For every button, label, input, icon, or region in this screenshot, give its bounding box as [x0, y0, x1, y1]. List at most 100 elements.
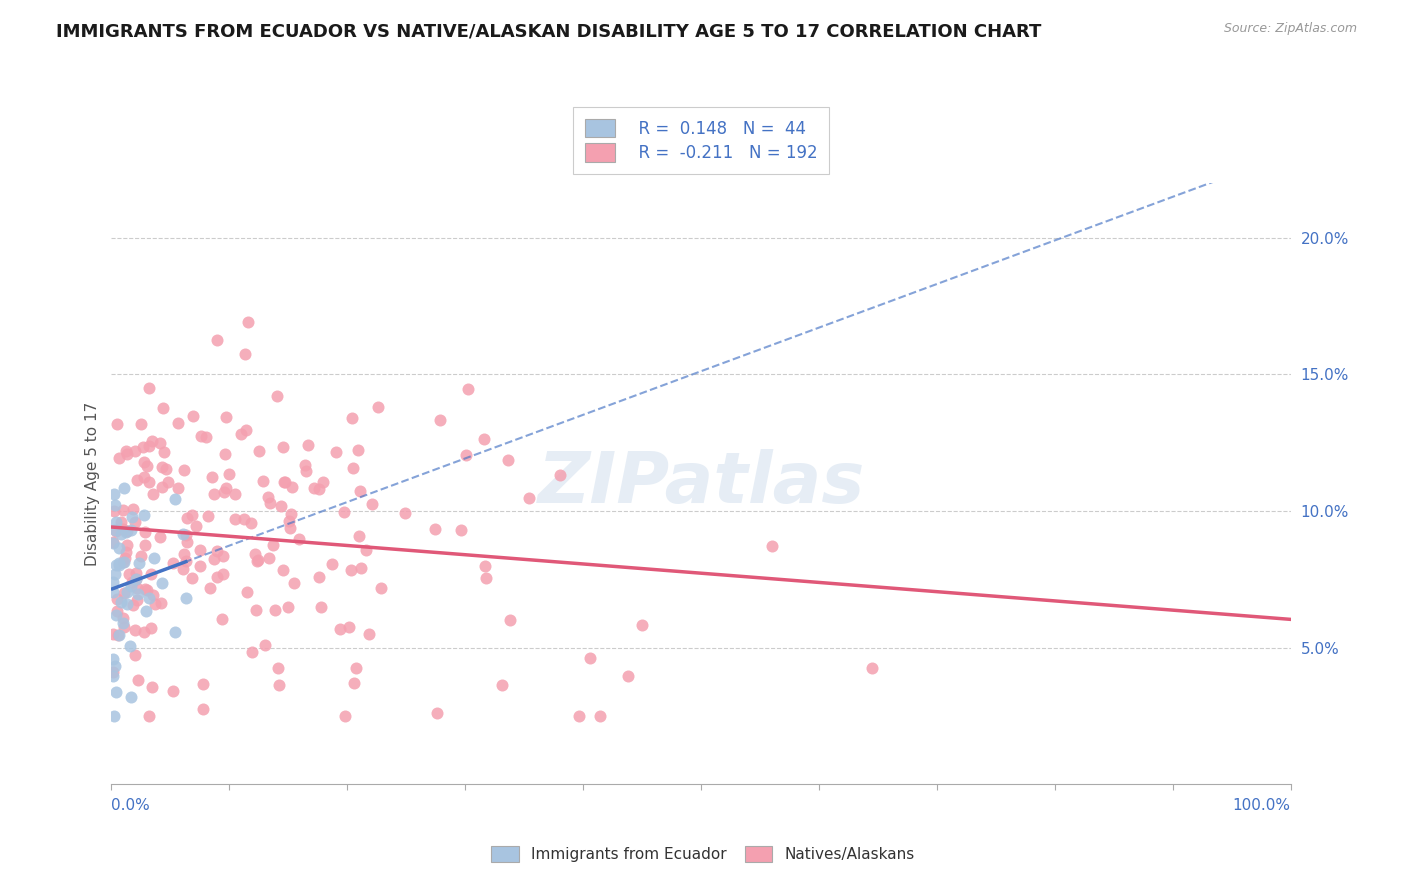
Point — [631, 617, 654, 632]
Point — [271, 440, 294, 454]
Point — [188, 558, 211, 573]
Point — [132, 624, 155, 639]
Point — [122, 599, 145, 613]
Point — [616, 669, 638, 683]
Point — [121, 509, 143, 524]
Point — [107, 604, 129, 618]
Point — [349, 529, 371, 543]
Point — [184, 518, 207, 533]
Point — [367, 400, 389, 414]
Point — [450, 523, 472, 537]
Point — [190, 429, 212, 443]
Point — [253, 638, 276, 652]
Point — [127, 587, 149, 601]
Point — [136, 459, 159, 474]
Point — [181, 409, 204, 423]
Point — [124, 648, 146, 662]
Point — [198, 581, 221, 595]
Point — [394, 506, 416, 520]
Point — [233, 347, 256, 361]
Point — [474, 571, 496, 585]
Point — [231, 426, 253, 441]
Point — [342, 461, 364, 475]
Point — [191, 702, 214, 716]
Point — [165, 625, 187, 640]
Point — [302, 481, 325, 495]
Point — [120, 690, 142, 704]
Point — [167, 481, 190, 495]
Point — [224, 487, 246, 501]
Point — [157, 475, 180, 489]
Point — [491, 678, 513, 692]
Point — [308, 482, 330, 496]
Point — [141, 680, 163, 694]
Point — [270, 499, 292, 513]
Point — [138, 475, 160, 490]
Point — [110, 515, 132, 529]
Point — [264, 602, 287, 616]
Point — [167, 416, 190, 430]
Point — [103, 709, 125, 723]
Point — [347, 443, 370, 458]
Point — [124, 444, 146, 458]
Point — [176, 511, 198, 525]
Point — [112, 555, 135, 569]
Point — [472, 432, 495, 446]
Point — [142, 487, 165, 501]
Point — [111, 555, 134, 569]
Point — [101, 536, 124, 550]
Point — [205, 333, 228, 347]
Y-axis label: Disability Age 5 to 17: Disability Age 5 to 17 — [86, 401, 100, 566]
Point — [211, 549, 233, 563]
Point — [188, 542, 211, 557]
Point — [139, 621, 162, 635]
Point — [215, 481, 238, 495]
Point — [105, 417, 128, 431]
Point — [247, 444, 270, 458]
Point — [115, 538, 138, 552]
Point — [127, 473, 149, 487]
Point — [122, 502, 145, 516]
Point — [112, 619, 135, 633]
Point — [110, 527, 132, 541]
Point — [138, 709, 160, 723]
Point — [104, 659, 127, 673]
Point — [150, 480, 173, 494]
Point — [104, 498, 127, 512]
Point — [108, 558, 131, 572]
Point — [125, 572, 148, 586]
Point — [761, 539, 783, 553]
Point — [579, 650, 602, 665]
Point — [202, 487, 225, 501]
Point — [121, 574, 143, 589]
Point — [457, 382, 479, 396]
Point — [860, 661, 883, 675]
Point — [333, 709, 356, 723]
Point — [114, 444, 136, 458]
Text: Source: ZipAtlas.com: Source: ZipAtlas.com — [1223, 22, 1357, 36]
Point — [259, 551, 281, 566]
Point — [107, 451, 129, 466]
Point — [115, 597, 138, 611]
Point — [356, 542, 378, 557]
Point — [240, 516, 263, 531]
Point — [149, 435, 172, 450]
Point — [589, 709, 612, 723]
Point — [150, 459, 173, 474]
Point — [329, 622, 352, 636]
Point — [349, 483, 371, 498]
Point — [135, 583, 157, 598]
Point — [340, 563, 363, 577]
Point — [267, 678, 290, 692]
Point — [173, 463, 195, 477]
Point — [107, 628, 129, 642]
Point — [150, 575, 173, 590]
Point — [107, 541, 129, 555]
Point — [172, 527, 194, 541]
Point — [309, 599, 332, 614]
Text: 0.0%: 0.0% — [111, 797, 150, 813]
Point — [288, 533, 311, 547]
Point — [294, 458, 316, 472]
Point — [474, 559, 496, 574]
Point — [108, 556, 131, 570]
